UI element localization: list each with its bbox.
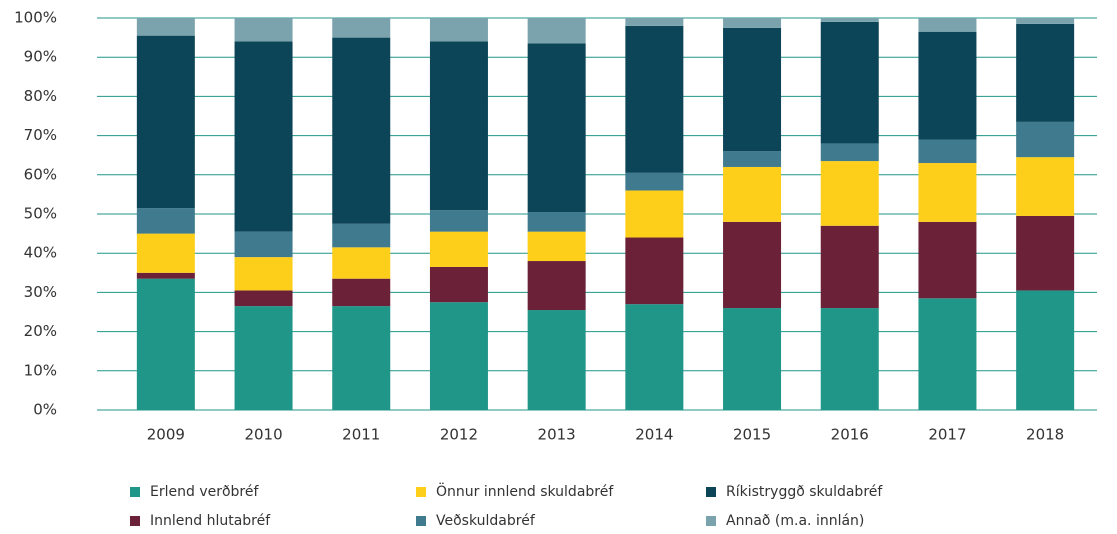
bar-segment [625,172,684,191]
bar-segment [1016,290,1075,410]
bar-segment [723,151,782,167]
bar-segment [918,31,977,140]
legend-label: Annað (m.a. innlán) [726,513,864,529]
bar-segment [625,304,684,410]
y-tick-label: 0% [33,401,57,419]
bar-segment [820,143,879,162]
bar-segment [820,18,879,22]
bar-segment [429,210,488,232]
bar-segment [820,225,879,309]
bar-segment [918,163,977,222]
bar-segment [136,18,195,36]
bar-segment [723,27,782,152]
bar-segment [723,166,782,222]
bar-segment [625,25,684,173]
bar-segment [1016,121,1075,158]
bar-segment [723,18,782,28]
bar-segment [429,18,488,42]
bar-segment [136,35,195,209]
y-tick-label: 10% [24,361,57,379]
bar-segment [527,43,586,213]
x-tick-label: 2016 [831,426,869,444]
bar-segment [918,18,977,32]
y-tick-label: 30% [24,283,57,301]
bar-segment [429,266,488,303]
bar-segment [527,261,586,311]
bar-segment [234,18,293,42]
legend-swatch [706,516,716,526]
legend-swatch [416,487,426,497]
legend-label: Önnur innlend skuldabréf [436,482,614,500]
bar-segment [136,272,195,279]
legend-label: Ríkistryggð skuldabréf [726,484,883,500]
x-tick-label: 2018 [1026,426,1064,444]
bar-segment [332,37,391,224]
bar-segment [136,278,195,410]
bar-segment [429,41,488,211]
bar-segment [332,247,391,279]
bar-segment [625,190,684,238]
bar-segment [527,310,586,410]
bar-segment [234,306,293,410]
bar-segment [1016,157,1075,216]
y-tick-label: 40% [24,244,57,262]
bar-segment [1016,23,1075,122]
legend-swatch [130,487,140,497]
x-tick-label: 2010 [244,426,282,444]
bar-segment [527,212,586,232]
bar-segment [527,231,586,262]
legend-swatch [706,487,716,497]
x-tick-label: 2017 [928,426,966,444]
bar-segment [332,306,391,410]
bar-segment [1016,18,1075,24]
bar-segment [332,18,391,38]
bar-segment [136,208,195,234]
x-tick-label: 2009 [147,426,185,444]
bar-segment [527,18,586,44]
x-tick-label: 2013 [538,426,576,444]
bar-segment [332,278,391,307]
bar-segment [820,308,879,410]
y-tick-label: 20% [24,322,57,340]
bar-segment [625,18,684,26]
y-tick-label: 50% [24,205,57,223]
bar-segment [234,257,293,291]
y-tick-label: 100% [14,9,57,27]
x-tick-label: 2012 [440,426,478,444]
legend-swatch [416,516,426,526]
bar-segment [429,231,488,267]
y-tick-label: 80% [24,87,57,105]
legend-label: Erlend verðbréf [150,484,259,500]
bar-segment [234,231,293,258]
bar-segment [723,308,782,410]
bar-segment [918,221,977,299]
bar-segment [820,161,879,226]
bar-segment [918,139,977,164]
legend-label: Innlend hlutabréf [150,513,271,529]
x-tick-label: 2015 [733,426,771,444]
bar-segment [723,221,782,309]
x-tick-label: 2011 [342,426,380,444]
y-tick-label: 60% [24,165,57,183]
bar-segment [234,41,293,232]
bar-segment [918,298,977,410]
legend-label: Veðskuldabréf [436,513,536,529]
legend-swatch [130,516,140,526]
y-tick-label: 70% [24,126,57,144]
bar-segment [136,233,195,273]
bar-segment [625,237,684,305]
x-tick-label: 2014 [635,426,673,444]
bar-segment [234,290,293,307]
bar-segment [1016,215,1075,291]
bar-segment [429,302,488,410]
bar-segment [332,223,391,248]
bar-segment [820,21,879,144]
y-tick-label: 90% [24,48,57,66]
